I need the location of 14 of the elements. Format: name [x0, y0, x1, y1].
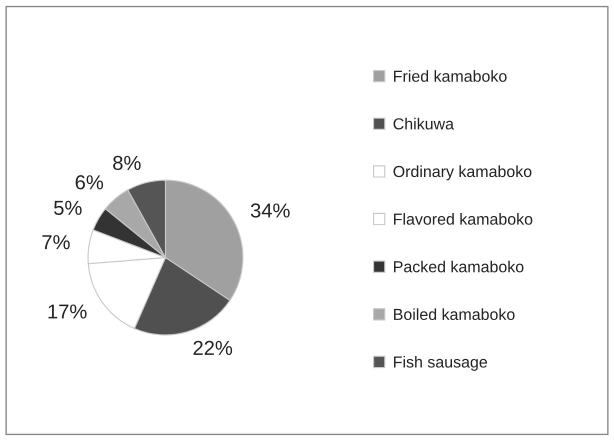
data-label: 6% [76, 175, 104, 190]
legend-label: Ordinary kamaboko [393, 165, 532, 180]
data-label: 7% [42, 235, 70, 250]
legend-label: Fish sausage [394, 356, 488, 371]
legend-label: Boiled kamaboko [394, 308, 515, 320]
data-label: 22% [194, 340, 232, 355]
legend-label: Packed kamaboko [394, 260, 524, 272]
legend-label: Chikuwa [394, 118, 454, 130]
legend-label: Fried kamaboko [394, 70, 507, 82]
data-label: 5% [54, 200, 82, 215]
legend-label: Flavored kamaboko [394, 213, 532, 225]
data-label: 34% [250, 203, 290, 218]
data-label: 8% [113, 156, 141, 170]
data-label: 17% [48, 304, 87, 319]
